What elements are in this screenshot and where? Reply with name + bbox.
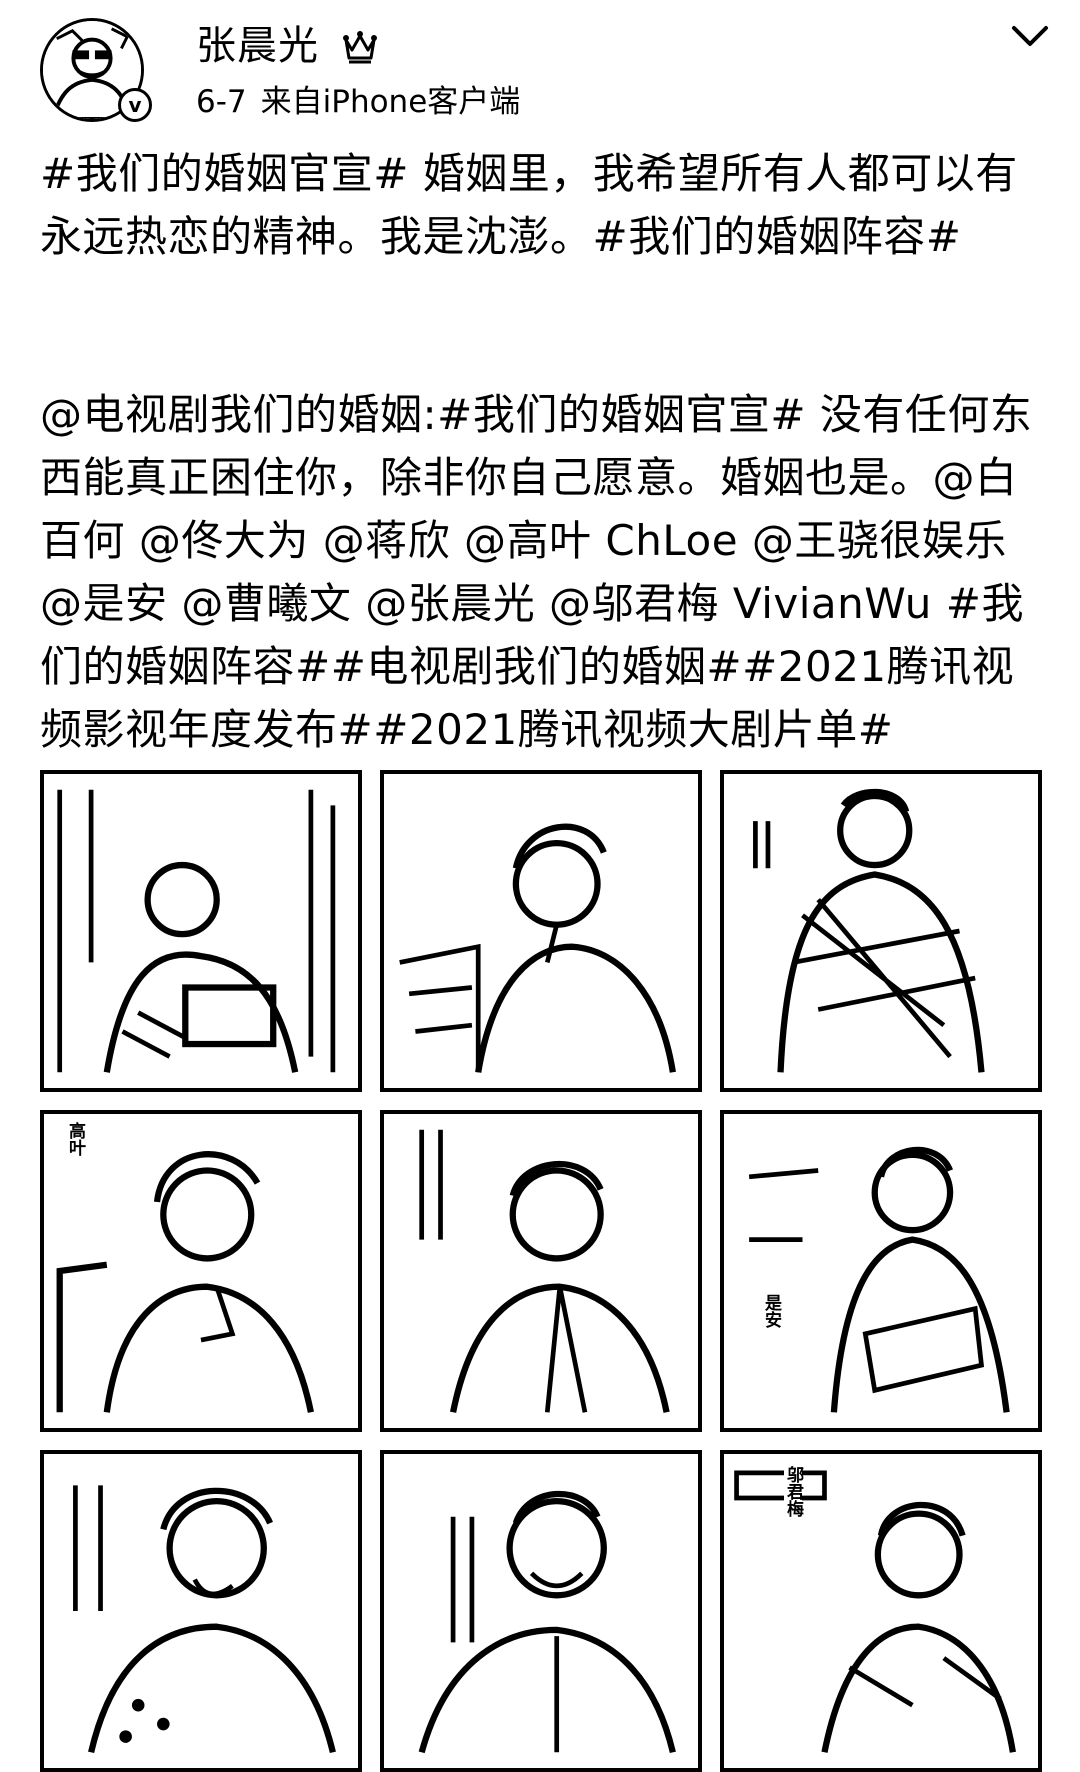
repost-text-content: @电视剧我们的婚姻:#我们的婚姻官宣# 没有任何东西能真正困住你，除非你自己愿意… <box>40 390 1033 754</box>
photo-tile[interactable] <box>720 770 1042 1092</box>
repost-text: @电视剧我们的婚姻:#我们的婚姻官宣# 没有任何东西能真正困住你，除非你自己愿意… <box>40 383 1040 761</box>
photo-tile[interactable]: 高叶 <box>40 1110 362 1432</box>
photo-tile[interactable]: 邬君梅 <box>720 1450 1042 1772</box>
photo-sketch <box>399 823 676 1073</box>
photo-tile[interactable] <box>380 1450 702 1772</box>
photo-tile[interactable]: 是安 <box>720 1110 1042 1432</box>
post-source: 来自iPhone客户端 <box>260 84 521 120</box>
author-name[interactable]: 张晨光 <box>196 23 319 69</box>
photo-caption: 是安 <box>761 1294 781 1328</box>
chevron-down-icon[interactable] <box>1010 22 1050 52</box>
photo-sketch <box>748 1146 1010 1413</box>
post-header: v 张晨光 6-7 来自iPhone客户端 <box>0 0 1080 140</box>
photo-caption: 高叶 <box>65 1122 85 1156</box>
photo-tile[interactable] <box>40 770 362 1092</box>
author-avatar[interactable] <box>40 18 144 122</box>
photo-caption: 邬君梅 <box>783 1466 803 1517</box>
photo-sketch <box>56 1151 314 1413</box>
post-meta: 6-7 来自iPhone客户端 <box>196 84 534 120</box>
verified-badge-icon: v <box>118 88 152 122</box>
photo-sketch <box>418 1490 676 1754</box>
photo-tile[interactable] <box>40 1450 362 1772</box>
post-text-content: #我们的婚姻官宣# 婚姻里，我希望所有人都可以有永远热恋的精神。我是沈澎。#我们… <box>40 149 1018 261</box>
photo-sketch <box>734 1470 1016 1753</box>
photo-tile[interactable] <box>380 770 702 1092</box>
photo-sketch <box>419 1129 670 1413</box>
member-crown-icon <box>343 31 377 64</box>
photo-sketch <box>73 1485 336 1754</box>
post-text: #我们的婚姻官宣# 婚姻里，我希望所有人都可以有永远热恋的精神。我是沈澎。#我们… <box>40 142 1040 268</box>
photo-tile[interactable] <box>380 1110 702 1432</box>
post-date: 6-7 <box>196 84 247 120</box>
photo-sketch <box>753 788 985 1073</box>
photo-sketch <box>57 789 336 1073</box>
